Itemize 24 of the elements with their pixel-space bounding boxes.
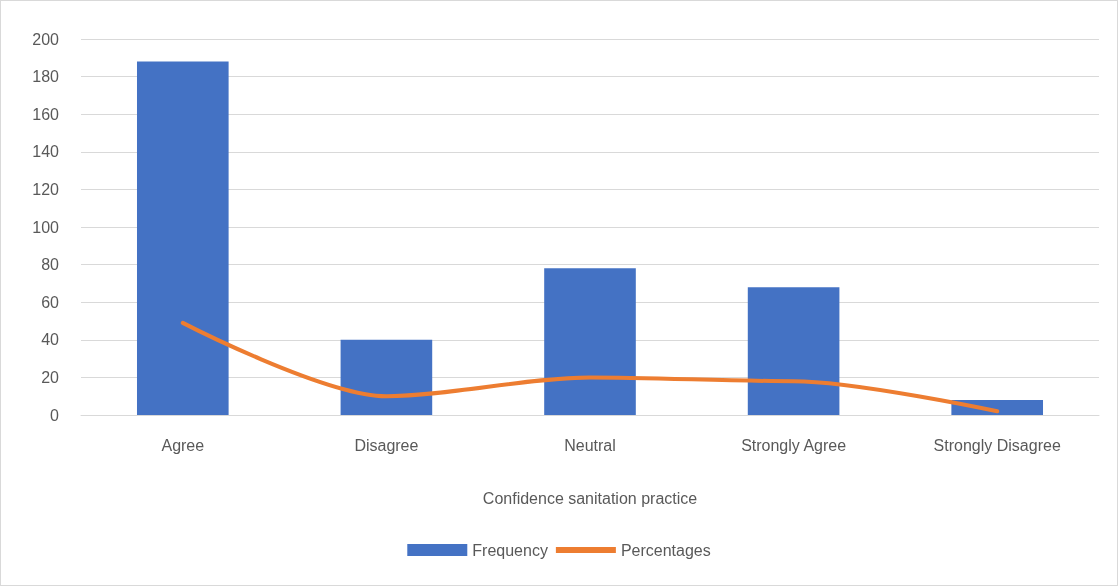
y-tick-label: 20	[41, 368, 60, 386]
bar	[136, 61, 229, 415]
y-tick-label: 120	[32, 180, 60, 198]
x-tick-label: Disagree	[354, 436, 419, 454]
legend-label: Percentages	[620, 541, 711, 559]
bar	[340, 339, 433, 415]
y-tick-label: 60	[41, 293, 60, 311]
y-tick-label: 140	[32, 143, 60, 161]
line-series	[180, 320, 1000, 414]
bar	[747, 287, 840, 415]
y-tick-label: 180	[32, 68, 60, 86]
x-tick-label: Strongly Agree	[741, 436, 847, 454]
bar	[544, 268, 636, 415]
y-tick-label: 0	[50, 406, 60, 424]
legend-label: Frequency	[472, 541, 548, 559]
y-tick-label: 200	[32, 30, 60, 48]
x-axis-title: Confidence sanitation practice	[482, 489, 698, 507]
y-tick-label: 160	[32, 105, 60, 123]
x-tick-label: Agree	[161, 436, 205, 454]
y-tick-label: 100	[32, 218, 60, 236]
y-tick-label: 80	[41, 256, 60, 274]
y-tick-label: 40	[41, 331, 60, 349]
x-tick-label: Neutral	[564, 436, 616, 454]
x-tick-label: Strongly Disagree	[933, 436, 1061, 454]
